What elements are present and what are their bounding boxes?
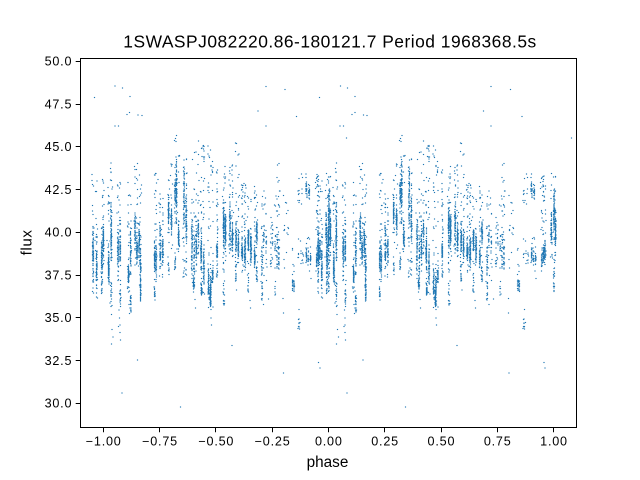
svg-text:−1.00: −1.00 bbox=[86, 434, 122, 448]
svg-text:0.50: 0.50 bbox=[428, 434, 456, 448]
svg-text:40.0: 40.0 bbox=[45, 226, 73, 240]
svg-text:0.00: 0.00 bbox=[315, 434, 343, 448]
svg-text:0.25: 0.25 bbox=[371, 434, 399, 448]
svg-text:1.00: 1.00 bbox=[540, 434, 568, 448]
svg-text:−0.75: −0.75 bbox=[142, 434, 178, 448]
svg-text:30.0: 30.0 bbox=[45, 397, 73, 411]
svg-text:32.5: 32.5 bbox=[45, 354, 73, 368]
svg-text:phase: phase bbox=[307, 454, 349, 471]
svg-text:−0.25: −0.25 bbox=[255, 434, 291, 448]
svg-text:37.5: 37.5 bbox=[45, 269, 73, 283]
svg-text:50.0: 50.0 bbox=[45, 55, 73, 69]
svg-text:42.5: 42.5 bbox=[45, 183, 73, 197]
svg-text:47.5: 47.5 bbox=[45, 98, 73, 112]
svg-text:0.75: 0.75 bbox=[484, 434, 512, 448]
svg-text:35.0: 35.0 bbox=[45, 311, 73, 325]
svg-text:45.0: 45.0 bbox=[45, 140, 73, 154]
svg-text:1SWASPJ082220.86-180121.7 Peri: 1SWASPJ082220.86-180121.7 Period 1968368… bbox=[123, 32, 536, 52]
svg-text:−0.50: −0.50 bbox=[198, 434, 234, 448]
svg-text:flux: flux bbox=[18, 229, 35, 255]
